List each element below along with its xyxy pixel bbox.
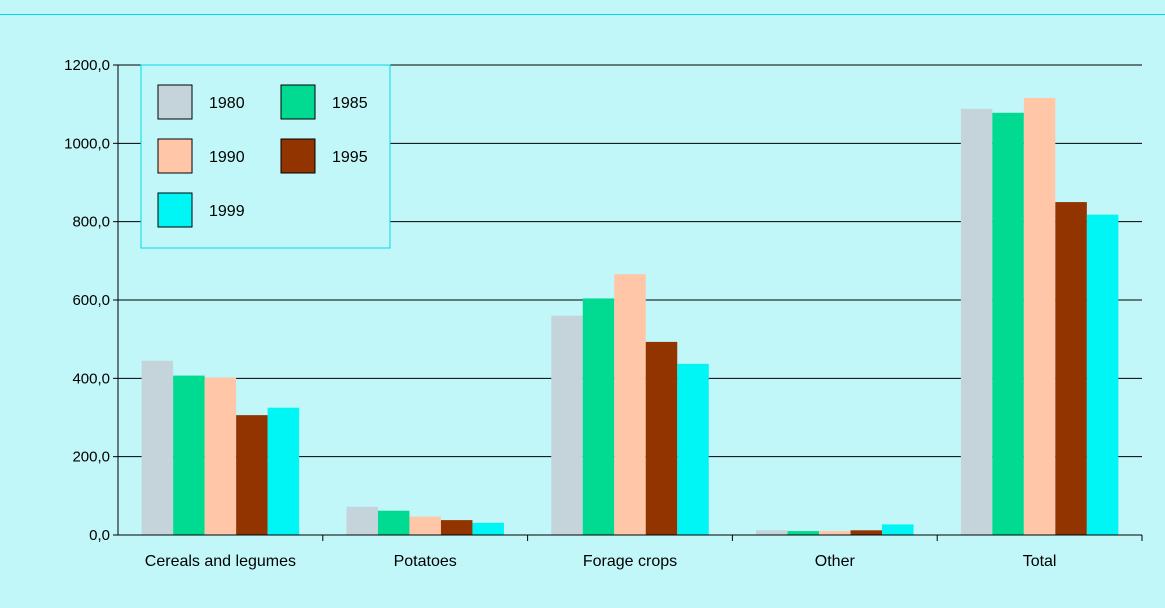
bar-1995-2 [440,520,473,535]
y-tick-label: 200,0 [72,449,110,466]
bar-1980-1 [141,360,174,535]
axes: 0,0 200,0 400,0 600,0 800,0 1000,0 1200,0 Cerea… [64,57,1143,570]
bar-1985-5 [992,112,1024,536]
y-tick-label: 1200,0 [64,57,110,74]
legend-label-1999: 1999 [209,203,245,220]
x-tick-label: Forage crops [583,553,677,570]
bar-1990-4 [819,531,851,535]
top-rule [0,14,1165,15]
bar-1985-1 [173,375,205,535]
bar-1980-3 [551,315,583,535]
bar-1990-1 [204,377,237,535]
y-tick-label: 1000,0 [64,135,110,152]
bar-1985-2 [377,510,410,535]
x-tick-label: Potatoes [394,553,457,570]
bar-1999-4 [882,524,914,535]
y-tick-label: 800,0 [72,214,110,231]
legend-swatch-1980 [157,84,193,120]
legend-swatch-1985 [280,84,316,120]
bar-1990-3 [614,274,646,535]
bar-1999-2 [472,522,504,535]
bar-1995-1 [236,415,268,535]
legend-label-1985: 1985 [332,95,368,112]
bar-1985-3 [582,298,615,535]
bar-1980-2 [346,506,378,535]
x-tick-label: Total [1023,553,1057,570]
bar-1995-3 [645,341,678,535]
bar-1980-5 [960,108,993,535]
legend: 1980 1985 1990 1995 1999 [140,64,391,249]
y-tick-label: 0,0 [89,527,110,544]
legend-swatch-1995 [280,138,316,174]
bars [141,97,1119,536]
bar-1995-5 [1055,202,1087,536]
y-tick-label: 400,0 [72,370,110,387]
bar-1999-3 [677,363,709,535]
legend-swatch-1999 [157,192,193,228]
bar-1990-2 [409,516,441,535]
legend-swatch-1990 [157,138,193,174]
x-tick-label: Cereals and legumes [145,553,296,570]
bar-1999-1 [267,407,300,535]
bar-1990-5 [1023,97,1056,536]
legend-label-1995: 1995 [332,149,368,166]
y-tick-label: 600,0 [72,292,110,309]
legend-label-1980: 1980 [209,95,245,112]
x-tick-label: Other [815,553,856,570]
bar-1985-4 [787,531,820,535]
bar-1999-5 [1086,214,1119,535]
legend-label-1990: 1990 [209,149,245,166]
bar-1980-4 [756,530,788,535]
bar-1995-4 [850,530,883,535]
